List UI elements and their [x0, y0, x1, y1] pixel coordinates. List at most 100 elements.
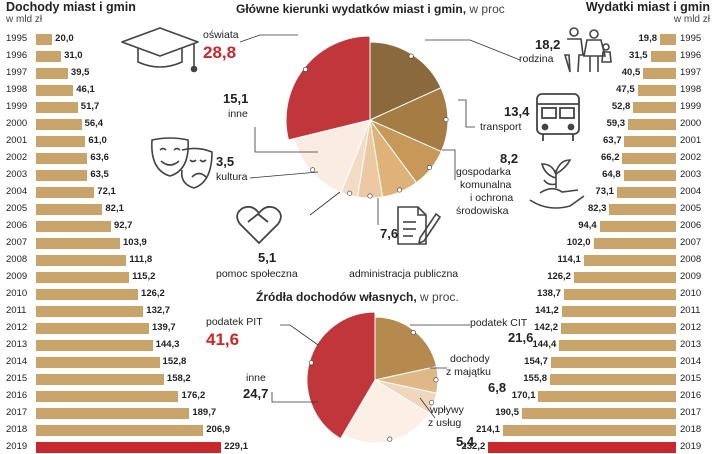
- year-label: 2009: [680, 271, 702, 282]
- label-inne: inne: [228, 108, 248, 120]
- label-gospodarka-2: komunalna: [460, 179, 512, 191]
- year-label: 2004: [6, 186, 28, 197]
- bar-value: 114,1: [557, 254, 581, 265]
- year-label: 2000: [680, 118, 702, 129]
- year-label: 2018: [6, 424, 28, 435]
- expense-pie-leaders: [239, 34, 521, 225]
- year-label: 2019: [6, 441, 28, 452]
- expense-chart-title: Wydatki miast i gmin: [585, 0, 710, 14]
- year-label: 2004: [680, 186, 702, 197]
- bar: [36, 425, 204, 436]
- value-uslugi: 5,4: [456, 434, 475, 449]
- bar: [36, 102, 78, 113]
- plant-in-hand-icon: [529, 159, 585, 209]
- bar-value: 72,1: [97, 186, 116, 197]
- year-label: 1996: [680, 50, 702, 61]
- bar: [561, 306, 676, 317]
- label-transport: transport: [480, 121, 522, 133]
- year-label: 2001: [680, 135, 702, 146]
- year-label: 2013: [6, 339, 28, 350]
- bar-value: 132,7: [146, 305, 171, 316]
- income-chart-title: Dochody miast i gmin: [6, 0, 136, 14]
- year-label: 2010: [680, 288, 702, 299]
- year-label: 2019: [680, 441, 702, 452]
- slice-marker: [433, 377, 439, 383]
- value-rodzina: 18,2: [535, 37, 561, 52]
- bar-value: 155,8: [523, 373, 548, 384]
- year-label: 2005: [680, 203, 702, 214]
- year-label: 2018: [680, 424, 702, 435]
- year-label: 2016: [680, 390, 702, 401]
- value-kultura: 3,5: [216, 154, 235, 169]
- slice-marker: [347, 190, 353, 196]
- year-label: 1999: [680, 101, 702, 112]
- year-label: 2009: [6, 271, 28, 282]
- document-pen-icon: [397, 206, 442, 245]
- family-icon: [563, 27, 612, 73]
- label-uslugi-2: z usług: [428, 417, 462, 429]
- bar: [36, 85, 74, 96]
- income-pie-title: Źródła dochodów własnych, w proc.: [256, 290, 459, 304]
- year-label: 2012: [680, 322, 702, 333]
- bar-value: 139,7: [151, 322, 176, 333]
- bar-value: 63,6: [90, 152, 109, 163]
- income-pie: [306, 311, 439, 444]
- bar-value: 102,0: [566, 237, 591, 248]
- leader-inne2: [271, 392, 318, 403]
- slice-marker: [308, 360, 314, 366]
- year-label: 2012: [6, 322, 28, 333]
- bar-value: 144,4: [532, 339, 557, 350]
- year-label: 2000: [6, 118, 28, 129]
- bar-value: 152,8: [162, 356, 187, 367]
- bar: [622, 153, 676, 164]
- year-label: 1995: [6, 33, 28, 44]
- leader-oswiata: [239, 34, 298, 43]
- bar-value: 19,8: [638, 33, 658, 44]
- year-label: 2014: [6, 356, 28, 367]
- bus-icon: [536, 93, 580, 141]
- year-label: 1997: [6, 67, 28, 78]
- slice-marker: [410, 329, 416, 335]
- slice-marker: [367, 193, 373, 199]
- leader-gospodarka: [442, 149, 456, 180]
- bar-value: 82,3: [587, 203, 607, 214]
- leader-pomoc: [309, 191, 341, 216]
- bar-value: 73,1: [595, 186, 614, 197]
- bar-value: 229,1: [224, 441, 248, 452]
- bar: [643, 68, 676, 79]
- bar: [36, 153, 88, 164]
- bar: [36, 340, 153, 351]
- bar: [599, 221, 676, 232]
- label-pomoc: pomoc społeczna: [216, 268, 298, 280]
- bar-value: 59,3: [606, 118, 626, 129]
- bar: [559, 340, 676, 351]
- bar: [36, 255, 127, 266]
- label-kultura: kultura: [216, 171, 248, 183]
- bar-value: 64,8: [602, 169, 621, 180]
- bar: [583, 255, 676, 266]
- year-label: 2006: [680, 220, 702, 231]
- bar: [36, 442, 222, 453]
- label-administracja: administracja publiczna: [349, 268, 459, 280]
- income-pie-leaders: [271, 324, 470, 419]
- bar-value: 40,5: [621, 67, 641, 78]
- year-label: 2007: [680, 237, 702, 248]
- label-gospodarka-3: i ochrona: [470, 192, 514, 204]
- bar-value: 31,0: [64, 50, 83, 61]
- bar: [659, 34, 676, 45]
- value-pomoc: 5,1: [258, 250, 277, 265]
- year-label: 2008: [6, 254, 28, 265]
- theatre-masks-icon: [151, 137, 213, 189]
- label-majatek-1: dochody: [450, 353, 490, 365]
- year-label: 1998: [680, 84, 702, 95]
- slice-marker: [302, 66, 308, 72]
- bar: [36, 357, 160, 368]
- year-label: 2008: [680, 254, 702, 265]
- bar: [36, 119, 82, 130]
- year-label: 2010: [6, 288, 28, 299]
- bar: [36, 221, 111, 232]
- year-label: 2005: [6, 203, 28, 214]
- bar: [538, 391, 676, 402]
- value-transport: 13,4: [504, 104, 530, 119]
